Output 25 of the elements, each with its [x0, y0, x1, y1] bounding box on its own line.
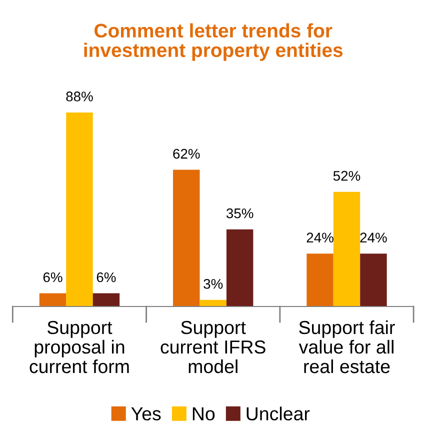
legend-label: Yes — [131, 407, 161, 420]
x-tick-label: Support fair value for all real estate — [298, 320, 395, 374]
chart-title: Comment letter trends for investment property entities — [84, 23, 343, 61]
data-label: 88% — [66, 92, 93, 102]
data-label: 24% — [360, 232, 387, 242]
bar — [173, 170, 200, 306]
legend-label: No — [192, 407, 215, 420]
legend-label: Unclear — [246, 406, 310, 420]
bar — [226, 229, 254, 306]
bar — [200, 300, 226, 306]
data-label: 62% — [173, 148, 200, 159]
data-label: 6% — [43, 272, 62, 282]
data-label: 24% — [306, 232, 334, 242]
x-tick-label: Support current IFRS model — [160, 320, 266, 374]
x-tick-label: Support proposal in current form — [30, 320, 129, 374]
data-label: 35% — [226, 208, 254, 218]
data-label: 6% — [96, 272, 116, 282]
bar — [333, 192, 360, 306]
data-label: 3% — [204, 278, 223, 289]
bar — [39, 293, 66, 306]
bar — [66, 112, 93, 306]
bar — [360, 254, 387, 306]
bar — [306, 254, 334, 306]
bar — [92, 293, 120, 306]
data-label: 52% — [333, 170, 360, 181]
